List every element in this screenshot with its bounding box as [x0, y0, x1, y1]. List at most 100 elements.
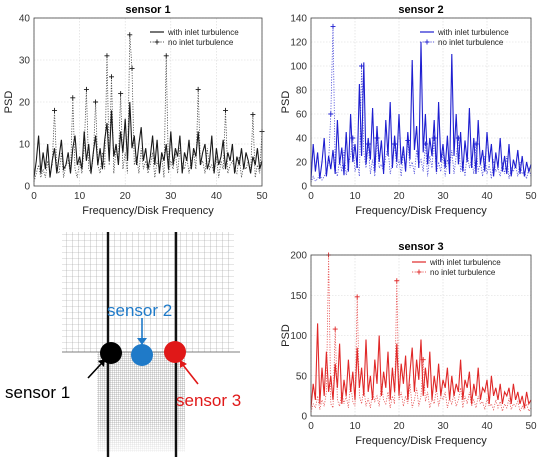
sensor-1-label: sensor 1 — [5, 383, 70, 402]
data-point-marker — [118, 91, 124, 97]
sensor-1-plot: 0 10 20 30 40 50 0 10 20 30 40 sensor 1 Frequency/Di… — [3, 4, 268, 217]
sensor-3-arrowhead — [180, 360, 187, 368]
x-tick-label: 0 — [308, 421, 314, 432]
legend-label: with inlet turbulence — [429, 258, 501, 267]
y-tick-label: 0 — [301, 182, 307, 193]
data-point-marker — [52, 107, 58, 113]
x-tick-label: 50 — [525, 191, 537, 202]
y-tick-label: 150 — [290, 291, 307, 302]
mesh-schematic: sensor 1 sensor 2 sensor 3 — [5, 232, 242, 457]
x-tick-label: 50 — [525, 421, 537, 432]
sensor-2-plot: 0 10 20 30 40 50 0 20 40 60 80 100 120 140 sensor 2 Fre… — [280, 4, 537, 217]
data-point-marker — [350, 135, 356, 141]
y-tick-label: 200 — [290, 251, 307, 262]
y-axis-label: PSD — [3, 91, 15, 114]
x-tick-label: 10 — [349, 421, 361, 432]
x-tick-label: 30 — [437, 421, 449, 432]
y-axis-label: PSD — [280, 91, 292, 114]
sensor-2-arrowhead — [137, 338, 147, 345]
sensor-1-arrowhead — [98, 359, 105, 367]
x-tick-label: 40 — [211, 191, 223, 202]
x-axis-label: Frequency/Disk Frequency — [355, 205, 487, 217]
sensor-1-arrow — [87, 363, 102, 379]
sensor-3-label: sensor 3 — [176, 391, 241, 410]
x-tick-label: 10 — [74, 191, 86, 202]
plot-frame — [33, 17, 263, 187]
y-tick-label: 30 — [19, 56, 31, 67]
data-point-marker — [250, 112, 256, 118]
x-tick-label: 10 — [349, 191, 361, 202]
y-tick-label: 10 — [19, 140, 31, 151]
y-tick-label: 40 — [19, 14, 31, 25]
y-tick-label: 0 — [301, 412, 307, 423]
plot-title: sensor 1 — [125, 4, 170, 16]
y-tick-label: 120 — [290, 38, 307, 49]
series-line-no-inlet-turbulence — [310, 26, 532, 183]
y-tick-label: 60 — [296, 110, 308, 121]
data-point-marker — [328, 111, 334, 117]
series-line-with-inlet-turbulence — [310, 323, 532, 408]
y-axis-label: PSD — [280, 324, 292, 347]
sensor-3-arrow — [182, 364, 199, 385]
sensor-2-label: sensor 2 — [107, 301, 172, 320]
data-point-marker — [104, 53, 110, 59]
x-axis-label: Frequency/Disk Frequency — [355, 435, 487, 447]
mesh-fade — [62, 420, 242, 457]
data-point-marker — [332, 326, 338, 332]
plot-frame — [310, 254, 532, 417]
data-point-marker — [83, 86, 89, 92]
y-tick-label: 50 — [296, 371, 308, 382]
data-point-marker — [127, 32, 133, 38]
x-tick-label: 20 — [120, 191, 132, 202]
data-point-marker — [129, 65, 135, 71]
plot-title: sensor 2 — [398, 4, 443, 16]
legend-marker — [424, 39, 430, 45]
sensor-3-plot: 0 10 20 30 40 50 0 50 100 150 200 sensor 3 Frequency… — [280, 241, 537, 447]
data-point-marker — [109, 74, 115, 80]
y-tick-label: 80 — [296, 86, 308, 97]
data-point-marker — [93, 99, 99, 105]
x-tick-label: 30 — [437, 191, 449, 202]
legend-label: with inlet turbulence — [437, 28, 509, 37]
data-point-marker — [354, 294, 360, 300]
x-tick-label: 40 — [481, 421, 493, 432]
data-point-marker — [223, 107, 229, 113]
x-tick-label: 50 — [256, 191, 268, 202]
plot-frame — [310, 17, 532, 187]
legend-marker — [154, 39, 160, 45]
series-line-with-inlet-turbulence — [33, 101, 263, 178]
sensor-2-marker — [131, 344, 153, 366]
y-tick-label: 100 — [290, 331, 307, 342]
x-axis-label: Frequency/Disk Frequency — [82, 205, 214, 217]
y-tick-label: 20 — [296, 158, 308, 169]
data-point-marker — [163, 53, 169, 59]
series-line-no-inlet-turbulence — [33, 34, 263, 182]
legend-label: no inlet turbulence — [438, 38, 504, 47]
series-line-no-inlet-turbulence — [310, 254, 532, 413]
data-point-marker — [394, 278, 400, 284]
sensor-1-marker — [100, 342, 122, 364]
data-point-marker — [330, 23, 336, 29]
legend-label: with inlet turbulence — [167, 28, 239, 37]
legend-marker — [416, 269, 422, 275]
y-tick-label: 140 — [290, 14, 307, 25]
x-tick-label: 20 — [393, 421, 405, 432]
x-tick-label: 20 — [393, 191, 405, 202]
sensor-3-marker — [164, 341, 186, 363]
x-tick-label: 0 — [308, 191, 314, 202]
legend-label: no inlet turbulence — [168, 38, 234, 47]
y-tick-label: 20 — [19, 98, 31, 109]
x-tick-label: 40 — [481, 191, 493, 202]
legend-label: no inlet turbulence — [430, 268, 496, 277]
y-tick-label: 100 — [290, 62, 307, 73]
data-point-marker — [70, 95, 76, 101]
data-point-marker — [431, 135, 437, 141]
mesh-upper-region — [62, 232, 234, 352]
x-tick-label: 30 — [165, 191, 177, 202]
plot-title: sensor 3 — [398, 241, 443, 253]
y-tick-label: 0 — [24, 182, 30, 193]
x-tick-label: 0 — [31, 191, 37, 202]
y-tick-label: 40 — [296, 134, 308, 145]
data-point-marker — [195, 86, 201, 92]
